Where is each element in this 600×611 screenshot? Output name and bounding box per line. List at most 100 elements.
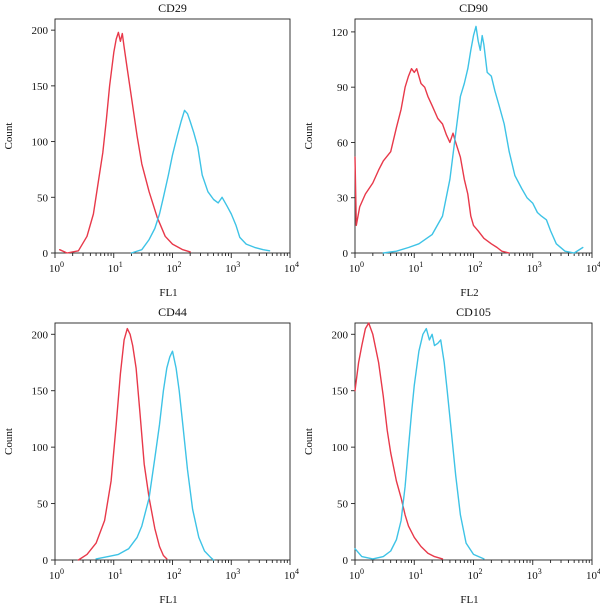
- series-line-red: [59, 31, 191, 254]
- x-tick-exponent: 4: [597, 567, 600, 576]
- x-tick-label: 102: [167, 567, 182, 582]
- series-line-blue: [354, 327, 485, 560]
- chart-title: CD105: [456, 305, 491, 319]
- x-tick-base: 10: [225, 570, 237, 582]
- x-axis-label: FL1: [159, 287, 177, 299]
- plot-frame: [354, 322, 593, 561]
- chart-title: CD44: [158, 305, 187, 319]
- x-tick-exponent: 0: [360, 260, 364, 269]
- y-tick-label: 0: [43, 555, 49, 567]
- series-line-blue: [95, 350, 215, 561]
- x-tick-label: 102: [468, 567, 483, 582]
- x-tick-exponent: 0: [60, 260, 64, 269]
- x-tick-exponent: 4: [295, 567, 299, 576]
- x-tick-base: 10: [527, 570, 539, 582]
- x-tick-label: 100: [349, 567, 364, 582]
- y-tick-label: 100: [32, 442, 49, 454]
- x-tick-label: 104: [586, 567, 600, 582]
- y-tick-label: 50: [37, 499, 49, 511]
- plot-frame: [54, 322, 291, 561]
- x-tick-label: 101: [108, 260, 123, 275]
- x-tick-exponent: 2: [479, 567, 483, 576]
- x-tick-exponent: 3: [538, 567, 542, 576]
- x-tick-exponent: 3: [538, 260, 542, 269]
- x-tick-base: 10: [349, 570, 361, 582]
- y-axis-label: Count: [3, 123, 15, 150]
- y-tick-label: 120: [332, 27, 349, 39]
- x-tick-base: 10: [167, 570, 179, 582]
- x-tick-label: 104: [284, 567, 299, 582]
- series-line-blue: [130, 109, 271, 254]
- x-tick-base: 10: [284, 570, 296, 582]
- x-tick-base: 10: [49, 263, 61, 275]
- x-tick-label: 100: [49, 260, 64, 275]
- x-tick-exponent: 1: [119, 567, 123, 576]
- y-tick-label: 0: [343, 248, 349, 260]
- y-tick-label: 30: [337, 193, 349, 205]
- y-tick-label: 50: [37, 192, 49, 204]
- x-tick-label: 103: [527, 567, 542, 582]
- x-tick-label: 101: [408, 260, 423, 275]
- x-tick-label: 103: [225, 260, 240, 275]
- x-tick-exponent: 0: [360, 567, 364, 576]
- y-tick-label: 150: [332, 386, 349, 398]
- y-tick-label: 0: [343, 555, 349, 567]
- x-axis-label: FL1: [159, 594, 177, 606]
- x-tick-base: 10: [108, 570, 120, 582]
- x-tick-base: 10: [408, 263, 420, 275]
- x-tick-base: 10: [586, 263, 598, 275]
- x-tick-exponent: 1: [419, 260, 423, 269]
- x-tick-label: 100: [349, 260, 364, 275]
- y-axis-label: Count: [3, 428, 15, 455]
- y-tick-label: 200: [32, 25, 49, 37]
- x-tick-exponent: 4: [597, 260, 600, 269]
- y-tick-label: 150: [32, 81, 49, 93]
- chart-title: CD29: [158, 1, 187, 15]
- chart-title: CD90: [459, 1, 488, 15]
- plot-frame: [54, 18, 291, 254]
- x-tick-base: 10: [284, 263, 296, 275]
- x-tick-label: 104: [586, 260, 600, 275]
- x-tick-exponent: 1: [419, 567, 423, 576]
- x-tick-label: 104: [284, 260, 299, 275]
- x-tick-exponent: 3: [236, 567, 240, 576]
- x-tick-base: 10: [586, 570, 598, 582]
- y-tick-label: 200: [332, 329, 349, 341]
- x-tick-base: 10: [349, 263, 361, 275]
- plot-frame: [354, 18, 593, 254]
- x-tick-exponent: 2: [178, 260, 182, 269]
- y-axis-label: Count: [303, 123, 315, 150]
- x-tick-base: 10: [49, 570, 61, 582]
- x-tick-label: 103: [225, 567, 240, 582]
- x-tick-label: 102: [167, 260, 182, 275]
- x-tick-base: 10: [408, 570, 420, 582]
- y-tick-label: 0: [43, 248, 49, 260]
- x-tick-base: 10: [468, 263, 480, 275]
- x-tick-exponent: 1: [119, 260, 123, 269]
- x-tick-label: 100: [49, 567, 64, 582]
- x-tick-label: 101: [108, 567, 123, 582]
- x-tick-label: 102: [468, 260, 483, 275]
- y-tick-label: 200: [32, 329, 49, 341]
- x-tick-exponent: 0: [60, 567, 64, 576]
- y-tick-label: 60: [337, 137, 349, 149]
- y-tick-label: 50: [337, 499, 349, 511]
- x-tick-exponent: 3: [236, 260, 240, 269]
- x-tick-exponent: 2: [178, 567, 182, 576]
- y-tick-label: 90: [337, 82, 349, 94]
- x-tick-base: 10: [225, 263, 237, 275]
- x-tick-base: 10: [468, 570, 480, 582]
- x-tick-label: 101: [408, 567, 423, 582]
- y-tick-label: 150: [32, 386, 49, 398]
- x-axis-label: FL2: [460, 287, 478, 299]
- x-tick-base: 10: [167, 263, 179, 275]
- x-tick-exponent: 4: [295, 260, 299, 269]
- series-line-red: [354, 67, 510, 254]
- y-axis-label: Count: [303, 428, 315, 455]
- x-tick-base: 10: [527, 263, 539, 275]
